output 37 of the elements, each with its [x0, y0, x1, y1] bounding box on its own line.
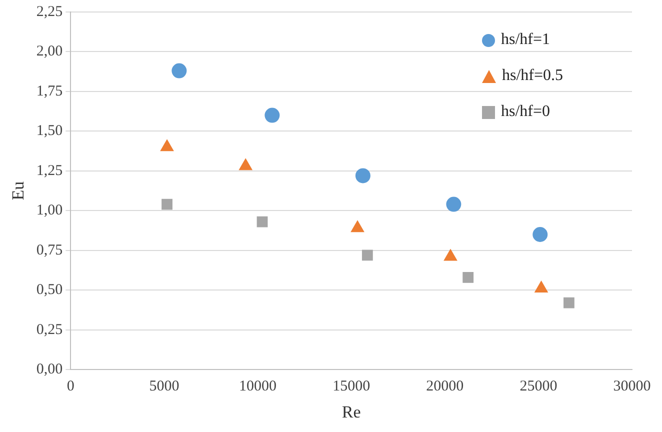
point [160, 140, 174, 152]
x-tick-label: 10000 [239, 378, 277, 395]
point [350, 220, 364, 232]
point [162, 198, 172, 210]
y-tick-label: 0,25 [36, 322, 63, 338]
point [355, 168, 370, 184]
point [172, 63, 187, 78]
y-tick-label: 1,25 [36, 162, 63, 179]
point [362, 250, 373, 261]
legend-label: hs/hf=1 [501, 31, 550, 49]
legend-label: hs/hf=0 [501, 103, 550, 121]
y-tick-label: 2,25 [36, 4, 63, 20]
x-tick-label: 30000 [613, 378, 651, 395]
x-tick-label: 25000 [520, 378, 558, 395]
point [444, 249, 458, 261]
x-tick-label: 20000 [426, 378, 464, 395]
point [256, 216, 268, 228]
legend-label: hs/hf=0.5 [502, 67, 564, 85]
y-tick-label: 0,75 [36, 242, 63, 258]
y-tick-label: 2,00 [36, 44, 63, 60]
y-axis-title: Eu [8, 180, 28, 200]
point [446, 196, 462, 212]
y-tick-label: 0,00 [36, 362, 63, 378]
point [239, 158, 252, 170]
y-tick-label: 0,50 [36, 282, 63, 298]
y-tick-label: 1,50 [36, 123, 63, 140]
x-tick-label: 5000 [149, 378, 180, 395]
point [563, 297, 574, 308]
point [534, 281, 548, 293]
x-tick-label: 15000 [332, 378, 370, 395]
point [532, 227, 548, 242]
x-axis-title: Re [342, 402, 361, 422]
point [462, 272, 474, 283]
point [264, 108, 280, 123]
x-tick-label: 0 [66, 378, 74, 395]
y-tick-label: 1,75 [36, 83, 63, 100]
y-tick-label: 1,00 [36, 202, 63, 219]
